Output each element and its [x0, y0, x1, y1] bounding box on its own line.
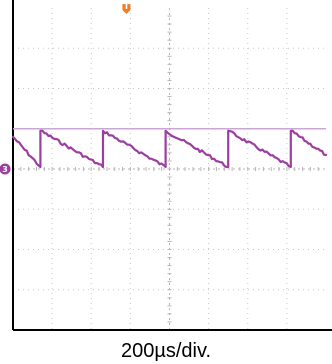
markers: T3	[0, 2, 131, 175]
trigger-marker-label: T	[124, 2, 130, 11]
timebase-label: 200µs/div.	[121, 340, 211, 362]
waveform-trace	[11, 129, 328, 169]
trigger-marker: T	[122, 2, 131, 14]
trigger-marker-shape	[122, 4, 131, 14]
graticule	[13, 8, 326, 330]
channel-marker-shape	[0, 163, 11, 175]
channel-marker: 3	[0, 163, 11, 175]
channel-marker-label: 3	[2, 165, 8, 174]
